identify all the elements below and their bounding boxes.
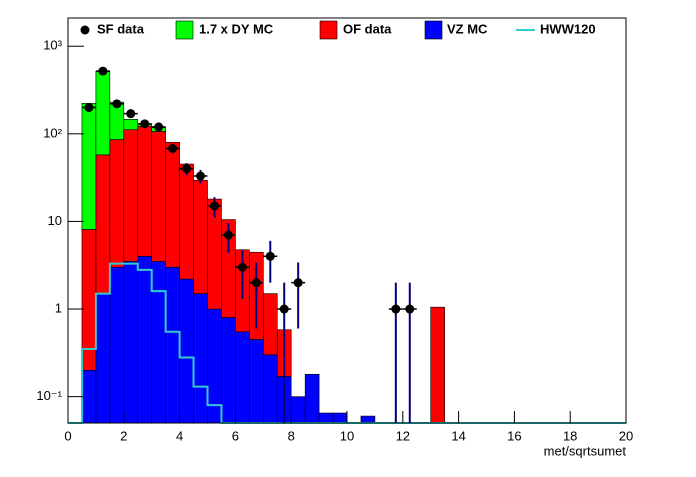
bar [193,179,208,294]
x-axis-label: met/sqrtsumet [544,443,627,458]
bar [179,163,194,280]
y-tick-label: 1 [55,300,62,315]
x-tick-label: 10 [340,428,354,443]
bar [304,373,320,424]
bar [95,293,111,424]
x-tick-label: 20 [619,428,633,443]
x-tick-label: 12 [396,428,410,443]
x-tick-label: 16 [507,428,521,443]
bar [249,339,264,424]
x-tick-label: 18 [563,428,577,443]
legend-swatch [424,20,443,40]
bar [123,129,139,262]
data-point [182,164,192,174]
legend-label: SF data [97,21,145,36]
data-point [209,201,219,211]
bar [151,131,166,262]
x-tick-label: 6 [232,428,239,443]
data-point [391,304,401,314]
bar [179,278,194,424]
bar [262,293,278,356]
data-point [140,119,150,129]
data-point [112,99,122,109]
bar [262,354,278,424]
data-point [223,230,233,240]
bar [109,139,125,268]
legend-marker [80,25,90,35]
data-point [196,171,206,181]
x-tick-label: 0 [64,428,71,443]
y-tick-label: 10² [43,125,62,140]
bar [221,317,236,424]
bar [318,412,334,424]
data-point [265,251,275,261]
legend-swatch [319,20,338,40]
bar [430,306,445,424]
data-point [279,304,289,314]
bar [193,293,208,424]
bar [123,261,139,424]
data-point [84,102,94,112]
bar [123,118,139,130]
bar [165,142,180,268]
x-tick-label: 8 [288,428,295,443]
legend-swatch [175,20,194,40]
data-point [98,66,108,76]
x-tick-label: 4 [176,428,183,443]
x-tick-label: 14 [451,428,465,443]
bar [137,255,152,424]
data-point [168,143,178,153]
legend-label: OF data [343,21,392,36]
bar [235,331,250,424]
bar [81,369,97,424]
bar [109,266,125,424]
bar [95,154,111,294]
bar [151,261,166,424]
bar [95,70,111,156]
y-tick-label: 10³ [43,38,62,53]
y-tick-label: 10 [48,213,62,228]
data-point [154,122,164,132]
data-point [293,278,303,288]
bar [360,415,376,424]
y-tick-label: 10⁻¹ [36,388,62,403]
bar [290,396,306,424]
legend-label: HWW120 [540,21,596,36]
bar [81,102,97,230]
x-tick-label: 2 [120,428,127,443]
legend-label: 1.7 x DY MC [199,21,274,36]
data-point [126,109,136,119]
bar [165,266,180,424]
bar [332,412,348,424]
data-point [251,278,261,288]
data-point [237,262,247,272]
data-point [405,304,415,314]
legend-label: VZ MC [447,21,488,36]
bar [137,125,152,257]
